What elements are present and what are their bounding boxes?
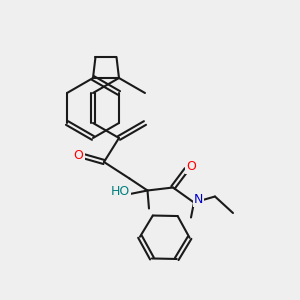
Text: O: O (74, 149, 83, 163)
Text: HO: HO (111, 185, 130, 199)
Text: N: N (194, 193, 203, 206)
Text: O: O (186, 160, 196, 173)
